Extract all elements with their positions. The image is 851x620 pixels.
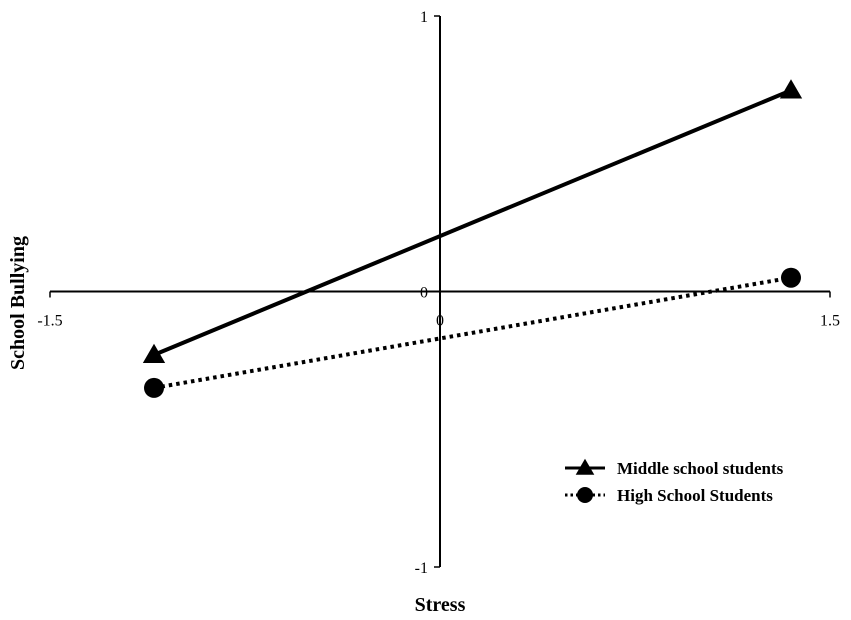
series-line <box>153 275 792 390</box>
data-point-circle <box>781 267 801 288</box>
legend-marker-circle <box>577 487 593 503</box>
series-1 <box>142 79 803 363</box>
legend-label: Middle school students <box>617 459 784 478</box>
legend-item: High School Students <box>565 486 773 505</box>
x-tick-label: -1.5 <box>37 313 62 330</box>
y-tick-label: -1 <box>415 560 428 577</box>
y-axis-title: School Bullying <box>7 236 29 370</box>
legend-marker-triangle <box>575 458 595 475</box>
data-point-triangle <box>142 343 166 363</box>
x-tick-label: 0 <box>436 313 444 330</box>
legend-label: High School Students <box>617 486 773 505</box>
y-tick-label: 0 <box>420 285 428 302</box>
x-axis-title: Stress <box>415 594 466 616</box>
data-point-triangle <box>779 79 803 99</box>
series-line <box>153 88 792 357</box>
legend: Middle school students High School Studen… <box>565 458 784 505</box>
tick-labels: -1.5 0 1.5 1 0 -1 <box>37 9 840 577</box>
x-tick-label: 1.5 <box>820 313 840 330</box>
y-tick-label: 1 <box>420 9 428 26</box>
series-2 <box>144 267 801 398</box>
legend-item: Middle school students <box>565 458 784 478</box>
data-point-circle <box>144 377 164 398</box>
series-layer <box>142 79 803 398</box>
